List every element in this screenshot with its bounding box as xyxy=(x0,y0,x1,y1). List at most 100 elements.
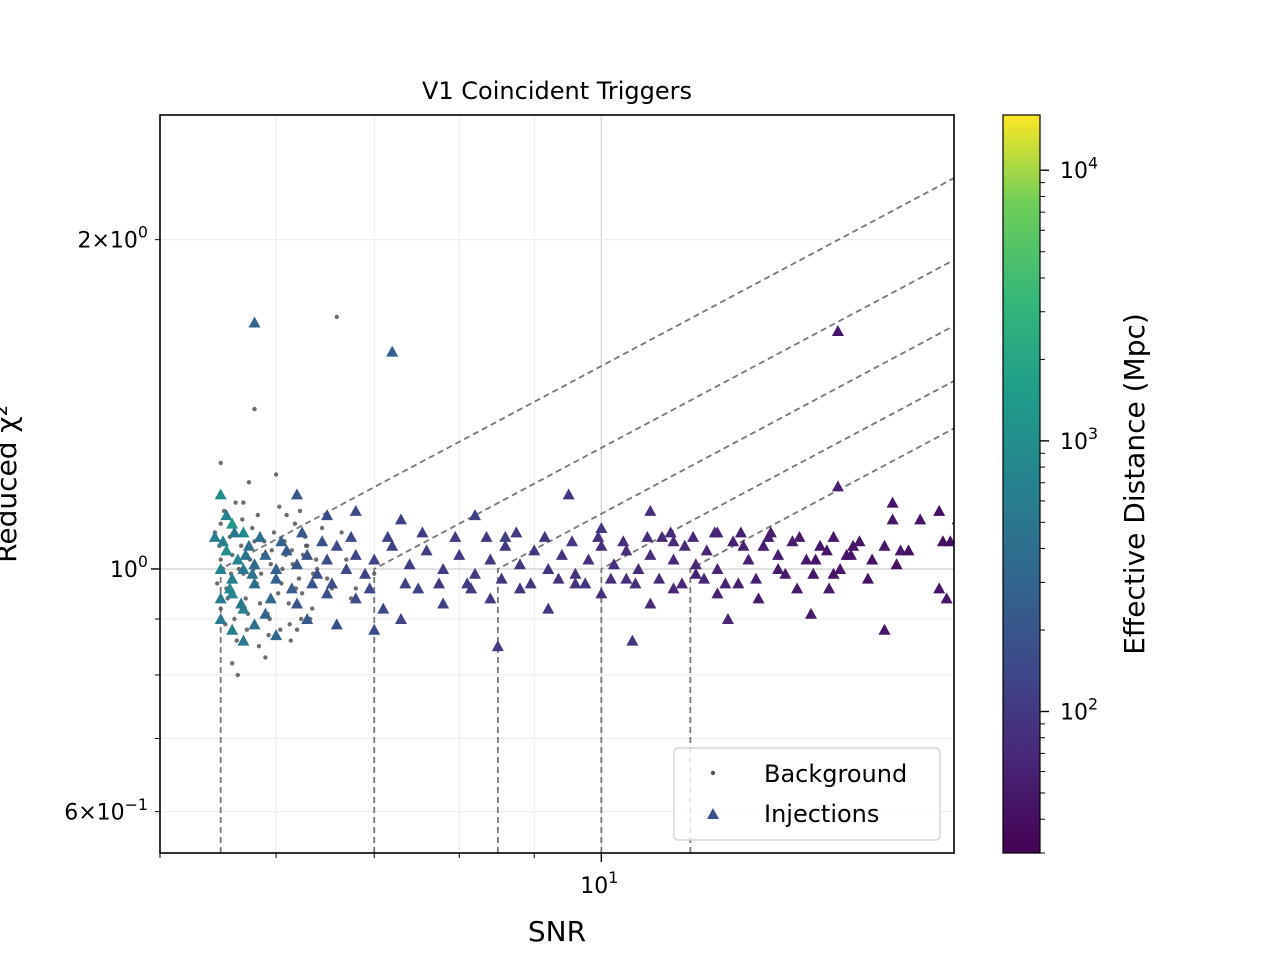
chart-title: V1 Coincident Triggers xyxy=(422,77,692,105)
background-point xyxy=(232,616,237,622)
injection-point xyxy=(914,513,927,525)
injection-point xyxy=(620,572,633,584)
background-point xyxy=(294,627,300,632)
injection-point xyxy=(689,567,702,579)
injection-point xyxy=(840,548,853,560)
background-point xyxy=(296,576,302,581)
background-point xyxy=(284,512,289,518)
injection-point xyxy=(368,553,381,565)
snr-threshold-contour xyxy=(373,258,954,853)
injection-point xyxy=(582,553,595,565)
injection-point xyxy=(386,539,399,551)
injection-point xyxy=(632,562,645,574)
injection-point xyxy=(936,535,949,547)
injection-point xyxy=(538,530,551,542)
injection-point xyxy=(248,618,261,630)
background-point xyxy=(252,406,257,412)
injection-point xyxy=(420,544,433,556)
injection-point xyxy=(644,548,657,560)
injection-point xyxy=(800,553,813,565)
background-point xyxy=(298,616,304,622)
injection-point xyxy=(552,572,565,584)
injection-point xyxy=(416,526,429,538)
axis-ticks: 101 2×100 100 6×10−1 xyxy=(64,223,618,899)
background-point xyxy=(233,500,238,505)
injection-point xyxy=(698,572,711,584)
injection-point xyxy=(719,577,732,589)
injection-point xyxy=(246,567,259,579)
injection-point xyxy=(689,558,702,570)
injection-point xyxy=(242,539,255,551)
injection-point xyxy=(220,544,233,556)
injection-point xyxy=(248,577,261,589)
injection-point xyxy=(480,530,493,542)
injection-point xyxy=(727,535,740,547)
injection-point xyxy=(290,558,303,570)
injection-point xyxy=(214,488,227,500)
colorbar-label: Effective Distance (Mpc) xyxy=(1118,313,1151,655)
injection-point xyxy=(214,562,227,574)
injection-point xyxy=(809,553,822,565)
injection-point xyxy=(786,535,799,547)
injection-point xyxy=(987,526,999,537)
injection-point xyxy=(805,607,818,619)
background-point xyxy=(266,632,271,638)
injection-point xyxy=(239,548,252,560)
injection-point xyxy=(453,548,466,560)
injection-point xyxy=(737,539,750,551)
injection-point xyxy=(363,582,376,594)
injection-point xyxy=(499,530,512,542)
injection-point xyxy=(629,577,642,589)
injection-point xyxy=(264,592,277,604)
injection-point xyxy=(228,526,241,538)
injection-point xyxy=(403,558,416,570)
injection-point xyxy=(237,634,250,646)
snr-threshold-contour xyxy=(600,379,954,853)
background-point xyxy=(243,596,248,601)
injection-point xyxy=(301,548,314,560)
injection-point xyxy=(732,577,745,589)
injection-point xyxy=(306,577,319,589)
background-point xyxy=(269,548,274,553)
injection-point xyxy=(764,526,777,538)
injection-point xyxy=(793,530,806,542)
background-point xyxy=(239,543,244,548)
background-point xyxy=(250,525,255,531)
injection-point xyxy=(394,513,407,525)
background-point xyxy=(278,627,283,632)
injection-point xyxy=(465,582,478,594)
injection-point xyxy=(468,567,481,579)
background-point xyxy=(234,638,239,643)
injection-point xyxy=(311,567,324,579)
y-tick-label: 2×100 xyxy=(77,223,148,254)
injection-point xyxy=(933,504,946,516)
background-point xyxy=(218,460,223,466)
injection-point xyxy=(940,592,953,604)
injection-point xyxy=(757,539,770,551)
injection-point xyxy=(644,504,657,516)
legend: Background Injections xyxy=(673,747,941,841)
injection-point xyxy=(933,582,946,594)
injection-point xyxy=(223,582,236,594)
colorbar xyxy=(1002,114,1041,854)
injection-point xyxy=(678,539,691,551)
background-point xyxy=(268,562,273,567)
injection-point xyxy=(468,509,481,521)
injection-point xyxy=(667,553,680,565)
injection-point xyxy=(513,582,526,594)
injection-point xyxy=(878,623,891,635)
injection-point xyxy=(528,544,541,556)
background-point xyxy=(339,530,344,535)
injection-point xyxy=(510,526,523,538)
colorbar-ticks: 102 103 104 xyxy=(1040,153,1098,854)
injection-point xyxy=(617,535,630,547)
injection-point xyxy=(620,544,633,556)
injection-point xyxy=(484,592,497,604)
injection-point xyxy=(569,577,582,589)
background-point xyxy=(241,500,246,505)
injection-point xyxy=(542,562,555,574)
injection-point xyxy=(325,577,338,589)
injection-point xyxy=(381,530,394,542)
injection-point xyxy=(569,567,582,579)
